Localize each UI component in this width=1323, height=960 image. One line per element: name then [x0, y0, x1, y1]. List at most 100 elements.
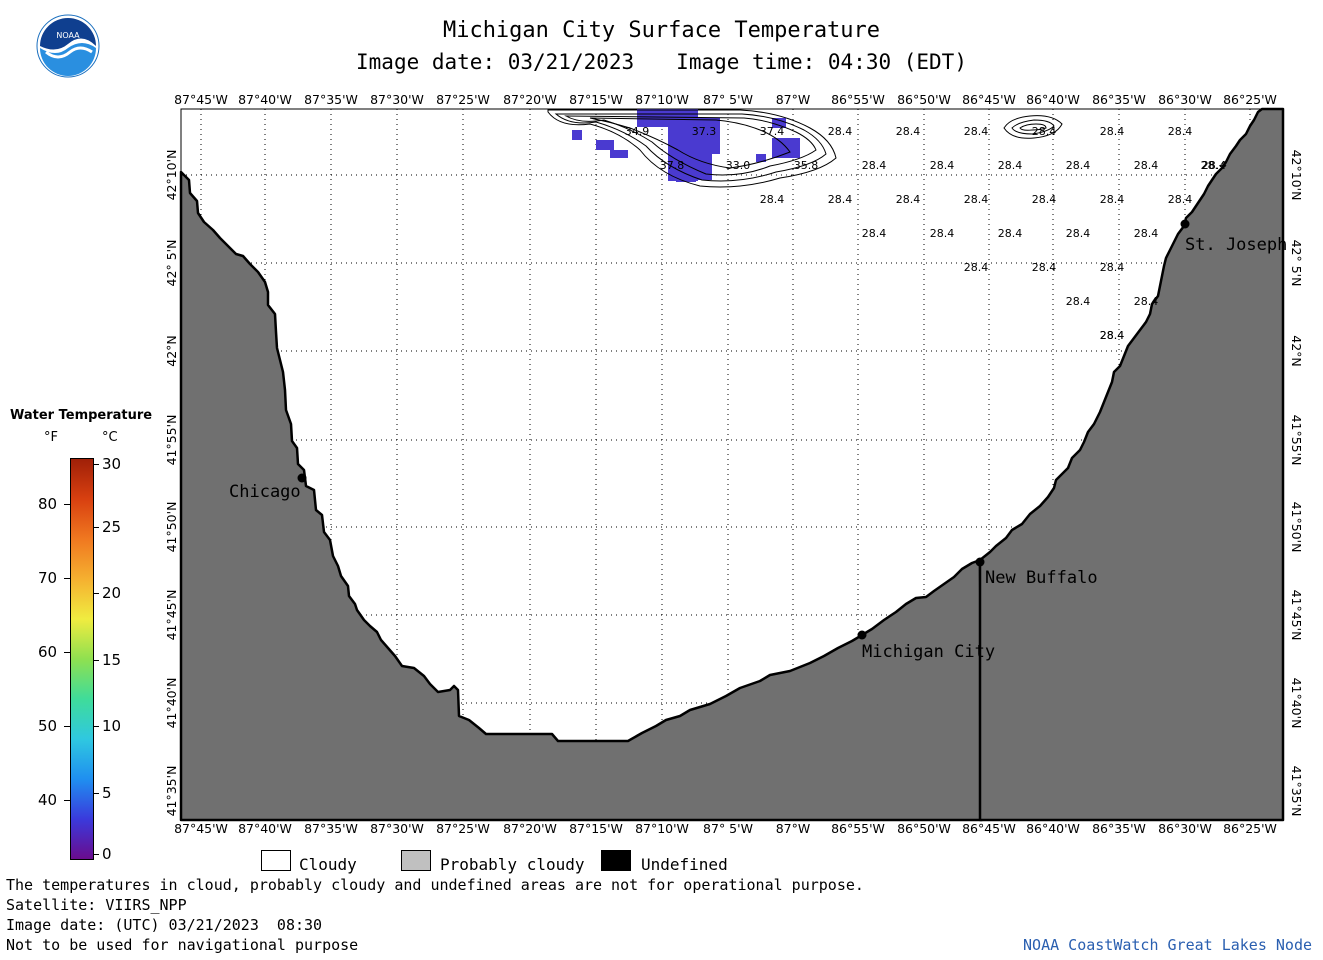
lon-tick-top: 87°30'W [370, 92, 424, 107]
legend-f-tick-mark [64, 578, 70, 579]
key-cloudy-label: Cloudy [299, 855, 357, 874]
lat-tick-left: 42°N [164, 335, 179, 367]
temp-label: 28.4 [930, 227, 955, 240]
temp-label: 28.4 [896, 193, 921, 206]
lon-tick-top: 86°35'W [1092, 92, 1146, 107]
lat-tick-left: 41°40'N [164, 678, 179, 729]
temp-label: 28.4 [760, 193, 785, 206]
lon-tick-bottom: 86°50'W [897, 821, 951, 836]
temp-label: 28.4 [1134, 227, 1159, 240]
image-time: Image time: 04:30 (EDT) [676, 50, 967, 74]
temp-label: 28.4 [862, 159, 887, 172]
legend-f-tick-mark [64, 726, 70, 727]
temp-patch [772, 118, 786, 128]
lon-tick-top: 87° 5'W [703, 92, 753, 107]
lon-tick-top: 86°25'W [1223, 92, 1277, 107]
legend-c-tick-mark [93, 793, 99, 794]
temp-label: 28.4 [1032, 261, 1057, 274]
temp-label: 28.4 [1134, 159, 1159, 172]
temp-label: 37.3 [692, 125, 717, 138]
city-dot-michigan-city [857, 630, 867, 640]
lat-tick-left: 41°35'N [164, 766, 179, 817]
lat-tick-left: 41°50'N [164, 502, 179, 553]
legend-c-tick: 0 [102, 845, 112, 863]
legend-unit-f: °F [44, 430, 58, 445]
legend-c-tick: 25 [102, 518, 122, 536]
lon-tick-bottom: 86°45'W [962, 821, 1016, 836]
key-cloudy-swatch [261, 850, 291, 871]
temp-label: 28.4 [862, 227, 887, 240]
temp-label: 28.4 [896, 125, 921, 138]
lon-tick-bottom: 87°30'W [370, 821, 424, 836]
lat-tick-right: 42°10'N [1289, 150, 1304, 201]
lon-tick-bottom: 87°40'W [238, 821, 292, 836]
temp-label: 28.4 [998, 159, 1023, 172]
temp-label: 34.9 [625, 125, 650, 138]
temp-label: 28.4 [1066, 295, 1091, 308]
legend-f-tick: 50 [38, 717, 58, 735]
lon-tick-bottom: 87°35'W [304, 821, 358, 836]
lon-tick-top: 87°10'W [635, 92, 689, 107]
lat-tick-right: 41°35'N [1289, 766, 1304, 817]
city-dot-chicago [297, 473, 307, 483]
footer-credit: NOAA CoastWatch Great Lakes Node [1023, 936, 1312, 954]
lon-tick-bottom: 87°20'W [503, 821, 557, 836]
temp-label: 28.4 [1100, 125, 1125, 138]
temp-patch [698, 150, 712, 180]
legend-c-tick: 10 [102, 717, 122, 735]
lat-tick-left: 41°45'N [164, 590, 179, 641]
temp-label: 28.4 [828, 193, 853, 206]
footer-satellite: Satellite: VIIRS_NPP [6, 896, 187, 914]
temp-patch [690, 118, 720, 154]
city-dot-new-buffalo [975, 557, 985, 567]
legend-c-tick: 15 [102, 651, 122, 669]
legend-c-tick: 30 [102, 455, 122, 473]
lon-tick-top: 86°40'W [1026, 92, 1080, 107]
temp-label: 35.8 [794, 159, 819, 172]
lon-tick-top: 87°35'W [304, 92, 358, 107]
temperature-contours [547, 109, 1063, 188]
lon-tick-top: 87°25'W [436, 92, 490, 107]
lon-tick-top: 87°20'W [503, 92, 557, 107]
temp-patch [572, 130, 582, 140]
lon-tick-bottom: 87° 5'W [703, 821, 753, 836]
temp-label: 28.4 [1134, 295, 1159, 308]
lat-tick-right: 41°40'N [1289, 678, 1304, 729]
lon-tick-bottom: 87°15'W [569, 821, 623, 836]
lon-tick-top: 86°45'W [962, 92, 1016, 107]
legend-c-tick-mark [93, 527, 99, 528]
temp-patch [610, 150, 628, 158]
legend-f-tick-mark [64, 800, 70, 801]
temp-label: 28.4 [1066, 227, 1091, 240]
legend-f-tick: 70 [38, 569, 58, 587]
legend-title: Water Temperature [10, 408, 153, 423]
temp-label: 37.4 [760, 125, 785, 138]
legend-c-tick-mark [93, 726, 99, 727]
legend-c-tick-mark [93, 660, 99, 661]
temp-label: 28.4 [1066, 159, 1091, 172]
city-label-st-joseph: St. Joseph [1185, 235, 1287, 255]
key-probably-cloudy-label: Probably cloudy [440, 855, 585, 874]
temp-patch [676, 170, 696, 182]
legend-c-tick: 20 [102, 584, 122, 602]
temp-label: 28.4 [1100, 329, 1125, 342]
temperature-labels: 34.9 37.3 37.4 37.8 33.0 35.8 28.4 28.4 28.4 28.4… [625, 125, 1228, 342]
legend-f-tick: 60 [38, 643, 58, 661]
lon-tick-top: 87°15'W [569, 92, 623, 107]
lat-tick-left: 42°10'N [164, 150, 179, 201]
lon-tick-bottom: 86°35'W [1092, 821, 1146, 836]
lon-tick-top: 86°30'W [1158, 92, 1212, 107]
legend-f-tick-mark [64, 504, 70, 505]
legend-colorbar [70, 458, 94, 860]
temp-label: 28.4 [998, 227, 1023, 240]
temp-label: 28.4 [1100, 193, 1125, 206]
lat-tick-right: 42°N [1289, 335, 1304, 367]
lon-tick-top: 86°50'W [897, 92, 951, 107]
key-probably-cloudy-swatch [401, 850, 431, 871]
footer-utc-date: Image date: (UTC) 03/21/2023 08:30 [6, 916, 323, 934]
temp-patch [596, 140, 614, 150]
lat-tick-right: 41°50'N [1289, 502, 1304, 553]
lon-tick-bottom: 86°30'W [1158, 821, 1212, 836]
lon-tick-bottom: 86°40'W [1026, 821, 1080, 836]
